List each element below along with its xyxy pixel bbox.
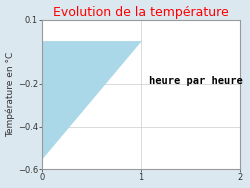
Y-axis label: Température en °C: Température en °C <box>6 52 15 137</box>
Text: heure par heure: heure par heure <box>149 76 243 86</box>
Title: Evolution de la température: Evolution de la température <box>53 6 229 19</box>
Polygon shape <box>42 41 141 159</box>
